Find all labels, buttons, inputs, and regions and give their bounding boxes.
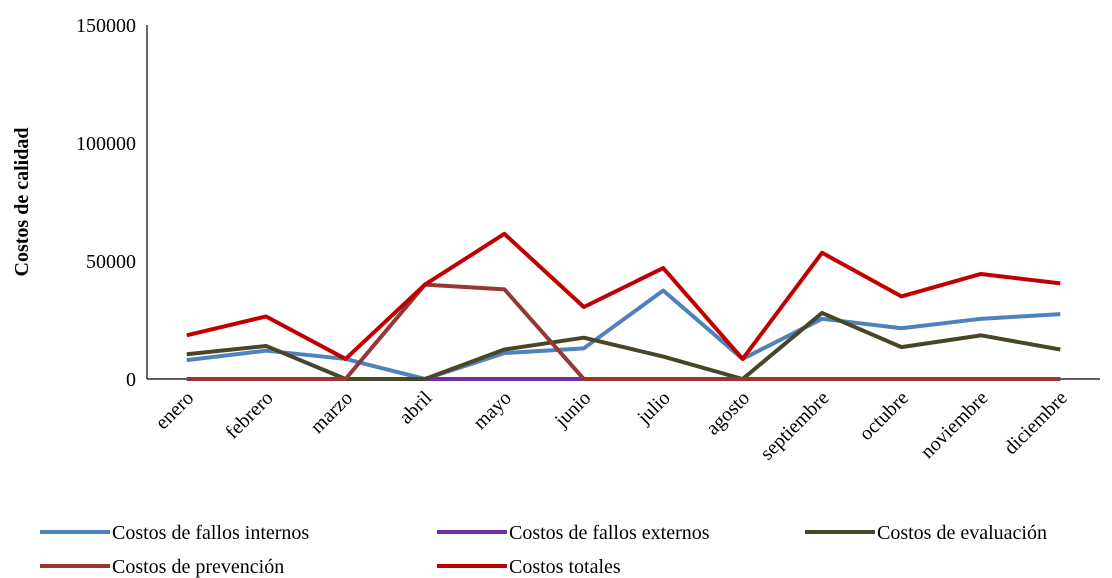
series-line: [186, 288, 1061, 381]
y-tick-label: 150000: [76, 15, 136, 37]
y-tick-label: 100000: [76, 133, 136, 155]
series-line: [186, 231, 1061, 361]
x-tick-label: junio: [550, 387, 595, 432]
x-tick-label: abril: [395, 387, 437, 429]
x-tick-label: julio: [633, 387, 675, 429]
legend-label: Costos totales: [509, 556, 621, 578]
x-tick-label: septiembre: [756, 387, 834, 465]
legend-label: Costos de evaluación: [877, 522, 1047, 544]
legend-label: Costos de prevención: [112, 556, 284, 578]
x-tick-label: febrero: [221, 387, 277, 443]
x-tick-label: mayo: [469, 387, 516, 434]
legend-label: Costos de fallos externos: [509, 522, 710, 544]
legend-label: Costos de fallos internos: [112, 522, 309, 544]
series-line: [186, 282, 1061, 381]
x-tick-label: enero: [151, 387, 198, 434]
x-tick-label: diciembre: [1000, 387, 1072, 459]
series-line: [186, 310, 1061, 381]
y-axis-title: Costos de calidad: [11, 128, 33, 277]
x-tick-label: agosto: [702, 387, 754, 439]
x-tick-label: octubre: [855, 387, 913, 445]
x-tick-label: noviembre: [916, 387, 992, 463]
x-tick-label: marzo: [306, 387, 357, 438]
y-tick-label: 50000: [86, 251, 136, 273]
y-tick-label: 0: [126, 369, 136, 391]
